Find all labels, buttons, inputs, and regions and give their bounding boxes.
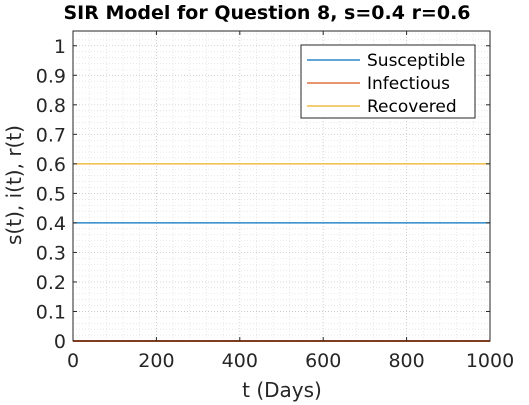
y-tick-label: 0.9 — [36, 65, 66, 87]
y-tick-label: 0.3 — [36, 242, 66, 264]
y-tick-label: 0 — [54, 331, 66, 353]
legend-label-susceptible: Susceptible — [367, 51, 465, 71]
y-tick-label: 0.5 — [36, 183, 66, 205]
y-tick-label: 0.6 — [36, 154, 66, 176]
legend-label-recovered: Recovered — [367, 97, 457, 117]
x-tick-label: 400 — [222, 350, 258, 372]
x-tick-label: 600 — [305, 350, 341, 372]
y-axis-label: s(t), i(t), r(t) — [2, 125, 26, 245]
y-tick-label: 0.8 — [36, 95, 66, 117]
x-axis-label: t (Days) — [242, 378, 322, 402]
y-tick-label: 1 — [54, 36, 66, 58]
chart-title: SIR Model for Question 8, s=0.4 r=0.6 — [63, 2, 470, 24]
x-tick-labels: 0 200 400 600 800 1000 — [67, 350, 514, 372]
y-tick-label: 0.2 — [36, 272, 66, 294]
y-tick-label: 0.4 — [36, 213, 66, 235]
x-tick-label: 200 — [138, 350, 174, 372]
legend: Susceptible Infectious Recovered — [300, 44, 476, 119]
plot-frame — [72, 30, 491, 342]
axis-ticks — [72, 31, 491, 342]
x-tick-label: 800 — [388, 350, 424, 372]
y-tick-label: 0.1 — [36, 301, 66, 323]
y-tick-labels: 0 0.1 0.2 0.3 0.4 0.5 0.6 0.7 0.8 0.9 1 — [36, 36, 66, 353]
legend-label-infectious: Infectious — [367, 74, 450, 94]
y-tick-label: 0.7 — [36, 124, 66, 146]
x-tick-label: 1000 — [466, 350, 514, 372]
x-tick-label: 0 — [67, 350, 79, 372]
